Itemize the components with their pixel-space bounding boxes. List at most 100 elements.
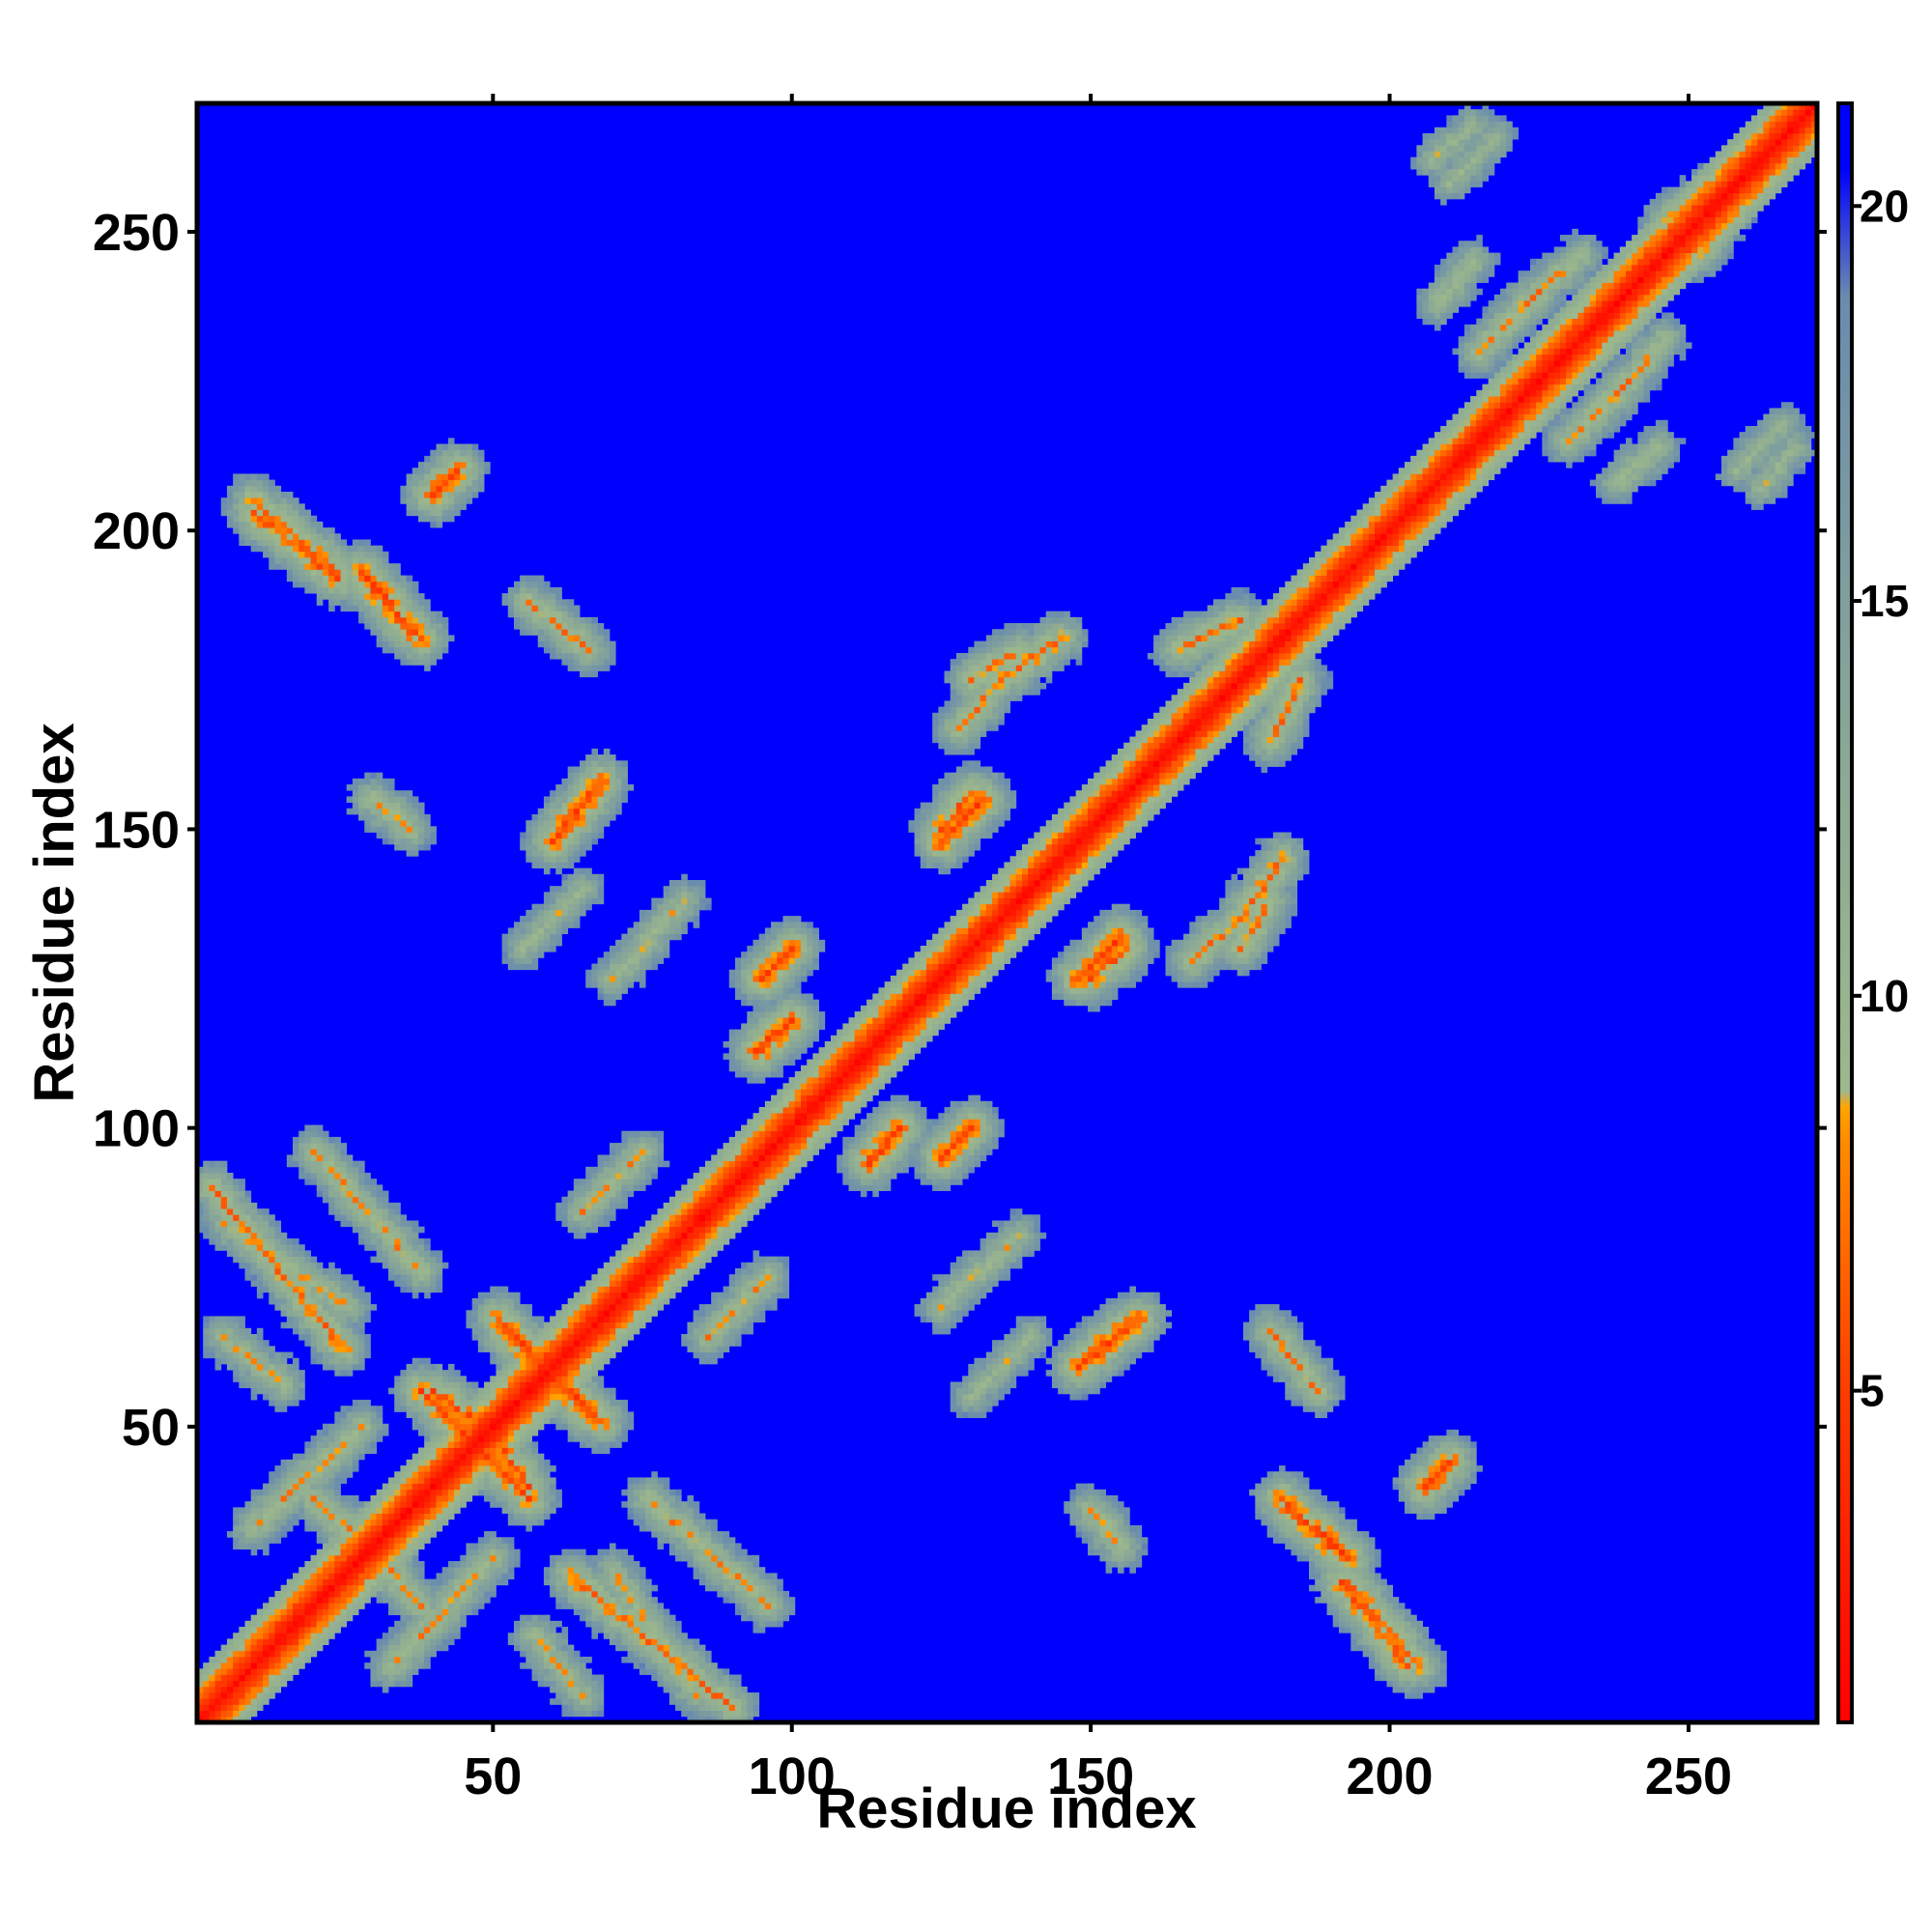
heatmap-cell — [567, 605, 575, 612]
heatmap-cell — [603, 1561, 611, 1568]
heatmap-cell — [316, 1477, 324, 1485]
heatmap-cell — [436, 1573, 443, 1579]
heatmap-cell — [526, 599, 532, 606]
heatmap-cell — [412, 1411, 419, 1418]
heatmap-cell — [304, 1256, 311, 1264]
heatmap-cell — [603, 999, 611, 1007]
heatmap-cell — [263, 1662, 270, 1669]
heatmap-cell — [567, 813, 575, 821]
heatmap-cell — [454, 509, 461, 517]
heatmap-cell — [526, 1453, 532, 1461]
heatmap-cell — [471, 1477, 479, 1485]
heatmap-cell — [352, 557, 359, 564]
heatmap-cell — [250, 545, 258, 553]
heatmap-cell — [501, 1578, 509, 1586]
heatmap-cell — [340, 1327, 348, 1335]
heatmap-cell — [573, 1417, 581, 1425]
heatmap-cell — [274, 1483, 282, 1491]
heatmap-cell — [346, 1554, 354, 1562]
heatmap-cell — [286, 509, 294, 517]
heatmap-cell — [417, 593, 425, 600]
heatmap-cell — [537, 1340, 545, 1347]
heatmap-cell — [531, 616, 539, 624]
heatmap-cell — [537, 1668, 545, 1675]
heatmap-cell — [615, 1173, 622, 1179]
heatmap-cell — [310, 1603, 318, 1609]
heatmap-cell — [244, 1633, 252, 1639]
heatmap-cell — [507, 1411, 515, 1418]
heatmap-cell — [244, 1214, 252, 1221]
heatmap-cell — [233, 1376, 240, 1382]
heatmap-cell — [603, 1340, 611, 1347]
heatmap-cell — [370, 796, 378, 803]
heatmap-cell — [466, 1321, 473, 1329]
heatmap-cell — [513, 933, 521, 941]
heatmap-cell — [591, 1406, 599, 1412]
heatmap-cell — [286, 1154, 294, 1162]
heatmap-cell — [376, 593, 384, 600]
heatmap-cell — [412, 1644, 419, 1652]
heatmap-cell — [609, 1554, 616, 1562]
heatmap-cell — [400, 1214, 407, 1221]
heatmap-cell — [376, 1573, 384, 1579]
heatmap-cell — [293, 1614, 299, 1622]
heatmap-cell — [412, 1423, 419, 1431]
heatmap-cell — [256, 1692, 264, 1699]
heatmap-cell — [597, 623, 605, 630]
heatmap-cell — [424, 1471, 431, 1478]
heatmap-cell — [615, 957, 622, 964]
heatmap-cell — [220, 1346, 228, 1352]
heatmap-cell — [603, 1346, 611, 1352]
heatmap-cell — [214, 1220, 222, 1228]
heatmap-cell — [580, 1376, 586, 1382]
heatmap-cell — [286, 1262, 294, 1269]
heatmap-cell — [203, 1226, 210, 1234]
heatmap-cell — [591, 1698, 599, 1705]
heatmap-cell — [382, 635, 389, 641]
heatmap-cell — [286, 1584, 294, 1592]
heatmap-cell — [376, 1244, 384, 1251]
heatmap-cell — [441, 1423, 449, 1431]
heatmap-cell — [526, 922, 532, 928]
heatmap-cell — [555, 939, 562, 947]
heatmap-cell — [597, 1590, 605, 1598]
heatmap-cell — [567, 659, 575, 666]
heatmap-cell — [520, 922, 526, 928]
heatmap-cell — [250, 1363, 258, 1371]
heatmap-cell — [388, 563, 395, 570]
heatmap-cell — [621, 1256, 628, 1264]
heatmap-cell — [520, 1471, 526, 1478]
heatmap-cell — [388, 1256, 395, 1264]
heatmap-cell — [477, 1441, 485, 1448]
heatmap-cell — [627, 1417, 635, 1425]
heatmap-cell — [304, 586, 311, 594]
heatmap-cell — [477, 449, 485, 457]
heatmap-cell — [561, 1686, 569, 1693]
heatmap-cell — [621, 1411, 628, 1418]
heatmap-cell — [436, 1483, 443, 1491]
heatmap-cell — [340, 1429, 348, 1436]
heatmap-cell — [346, 1280, 354, 1287]
heatmap-cell — [316, 1136, 324, 1144]
heatmap-cell — [615, 1441, 622, 1448]
heatmap-cell — [471, 1567, 479, 1574]
heatmap-cell — [603, 1627, 611, 1634]
heatmap-cell — [298, 1262, 305, 1269]
heatmap-cell — [203, 1321, 210, 1329]
heatmap-cell — [520, 1429, 526, 1436]
heatmap-cell — [526, 1393, 532, 1401]
heatmap-cell — [471, 1316, 479, 1323]
heatmap-cell — [310, 1650, 318, 1658]
heatmap-cell — [603, 796, 611, 803]
heatmap-cell — [256, 539, 264, 547]
heatmap-cell — [269, 1262, 275, 1269]
heatmap-cell — [597, 1327, 605, 1335]
heatmap-cell — [256, 1387, 264, 1395]
heatmap-cell — [550, 1662, 556, 1669]
heatmap-cell — [233, 1537, 240, 1544]
heatmap-cell — [394, 1627, 401, 1634]
heatmap-cell — [430, 1429, 437, 1436]
heatmap-cell — [591, 1710, 599, 1718]
heatmap-cell — [394, 1590, 401, 1598]
heatmap-cell — [417, 1537, 425, 1544]
